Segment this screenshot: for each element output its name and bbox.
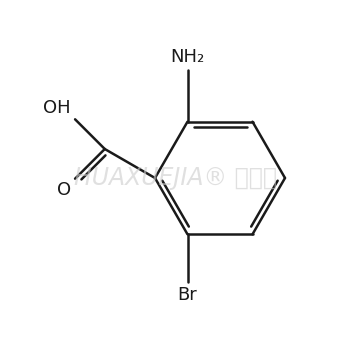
Text: HUAXUEJIA® 化学加: HUAXUEJIA® 化学加 xyxy=(73,166,276,190)
Text: OH: OH xyxy=(44,99,71,117)
Text: NH₂: NH₂ xyxy=(170,48,204,66)
Text: Br: Br xyxy=(177,286,197,304)
Text: O: O xyxy=(57,181,71,199)
